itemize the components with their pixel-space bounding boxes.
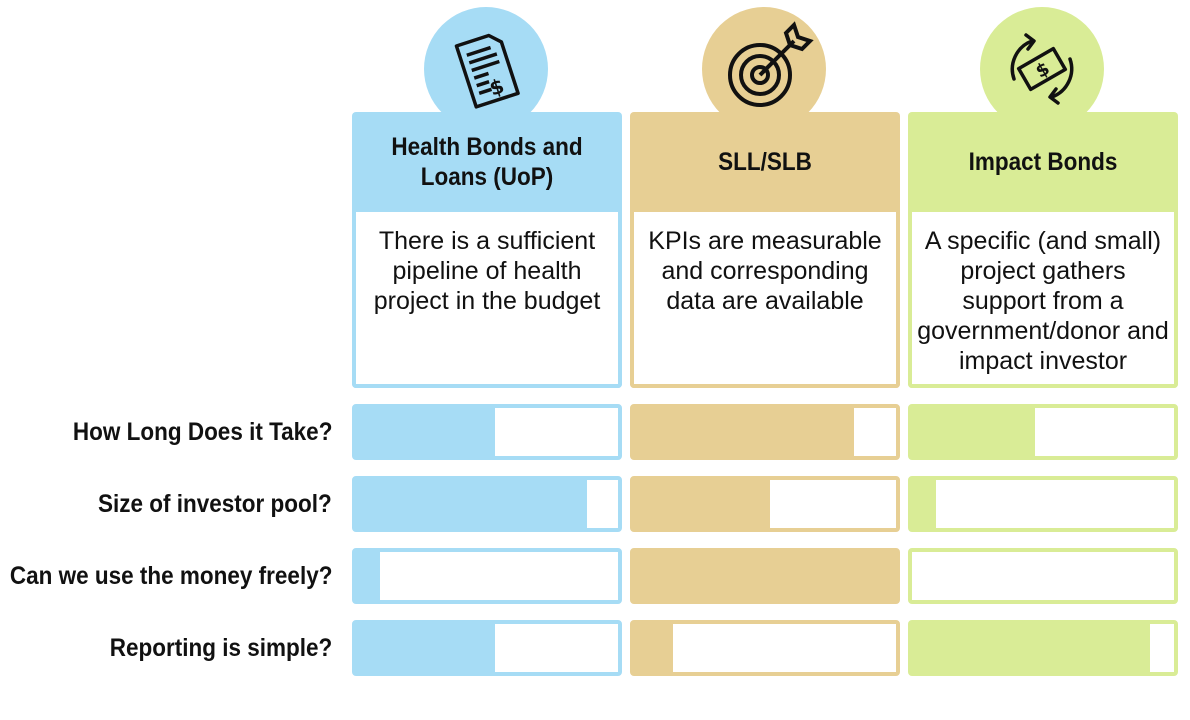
invoice-dollar-icon: $ (424, 7, 548, 131)
bar-fill (912, 480, 936, 528)
svg-text:$: $ (486, 73, 507, 100)
bar-fill (356, 480, 587, 528)
row-label-time: How Long Does it Take? (72, 418, 332, 446)
bar-investor-pool (352, 476, 622, 532)
bar-reporting (908, 620, 1178, 676)
row-label-reporting: Reporting is simple? (109, 634, 332, 662)
money-cycle-icon: $ (980, 7, 1104, 131)
bar-time (908, 404, 1178, 460)
column-health-bonds: $ Health Bonds and Loans (UoP) There is a… (352, 0, 622, 720)
column-title: Impact Bonds (968, 148, 1118, 176)
bar-investor-pool (908, 476, 1178, 532)
bar-fill (356, 552, 380, 600)
row-label-investor-pool: Size of investor pool? (98, 490, 332, 518)
bar-fill (356, 408, 495, 456)
bar-reporting (352, 620, 622, 676)
bar-fill (634, 408, 855, 456)
bar-fill (634, 624, 674, 672)
bar-time (630, 404, 900, 460)
bar-fill (912, 624, 1151, 672)
column-description: KPIs are measurable and corresponding da… (630, 212, 900, 388)
column-title: SLL/SLB (718, 148, 812, 176)
bar-reporting (630, 620, 900, 676)
bar-time (352, 404, 622, 460)
column-title: Health Bonds and Loans (UoP) (391, 133, 583, 191)
bar-money-freely (630, 548, 900, 604)
bar-fill (912, 408, 1036, 456)
bar-money-freely (352, 548, 622, 604)
column-sll-slb: SLL/SLB KPIs are measurable and correspo… (630, 0, 900, 720)
row-label-money-freely: Can we use the money freely? (9, 562, 332, 590)
column-impact-bonds: $ Impact Bonds A specific (and small) pr… (908, 0, 1178, 720)
bar-fill (356, 624, 495, 672)
bar-fill (634, 552, 896, 600)
bar-money-freely (908, 548, 1178, 604)
column-description: There is a sufficient pipeline of health… (352, 212, 622, 388)
bar-investor-pool (630, 476, 900, 532)
column-description: A specific (and small) project gathers s… (908, 212, 1178, 388)
target-arrow-icon (702, 7, 826, 131)
bar-fill (634, 480, 771, 528)
